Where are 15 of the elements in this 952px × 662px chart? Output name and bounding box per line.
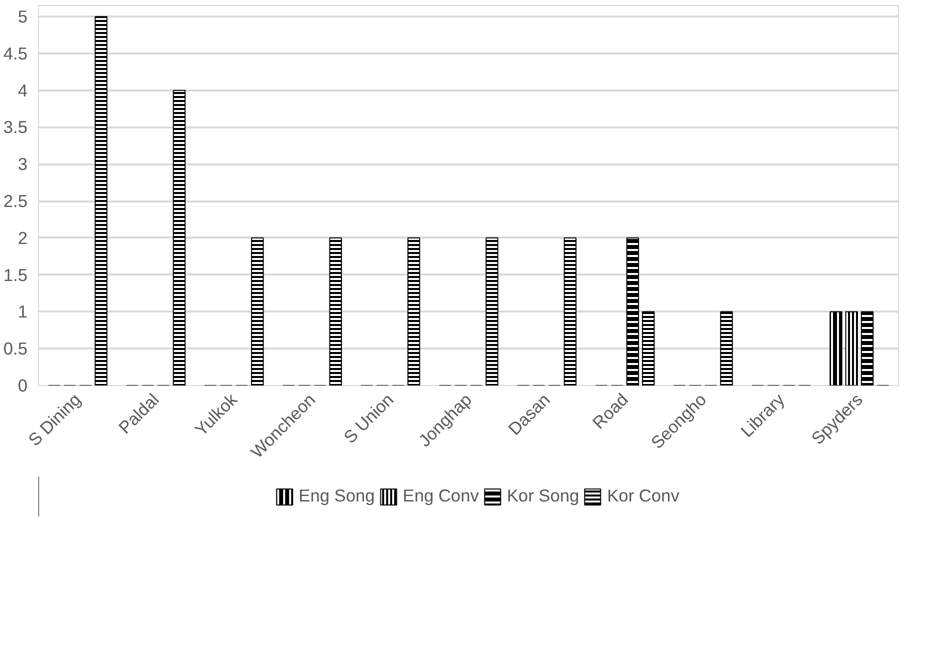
y-tick-label: 5	[18, 6, 28, 27]
y-tick-label: 0.5	[3, 338, 28, 359]
y-tick-label: 1.5	[3, 264, 28, 285]
y-tick-label: 2	[18, 228, 28, 248]
y-tick-label: 4	[18, 80, 28, 100]
legend-label: Eng Conv	[402, 486, 479, 506]
legend-label: Eng Song	[298, 486, 375, 506]
legend-label: Kor Song	[506, 486, 580, 506]
y-tick-label: 4.5	[3, 43, 28, 64]
legend-label: Kor Conv	[607, 486, 680, 506]
y-tick-label: 2.5	[3, 191, 28, 212]
y-tick-label: 0	[18, 376, 28, 396]
y-tick-label: 3	[18, 154, 28, 174]
y-tick-label: 3.5	[3, 117, 28, 138]
y-tick-label: 1	[18, 302, 28, 322]
